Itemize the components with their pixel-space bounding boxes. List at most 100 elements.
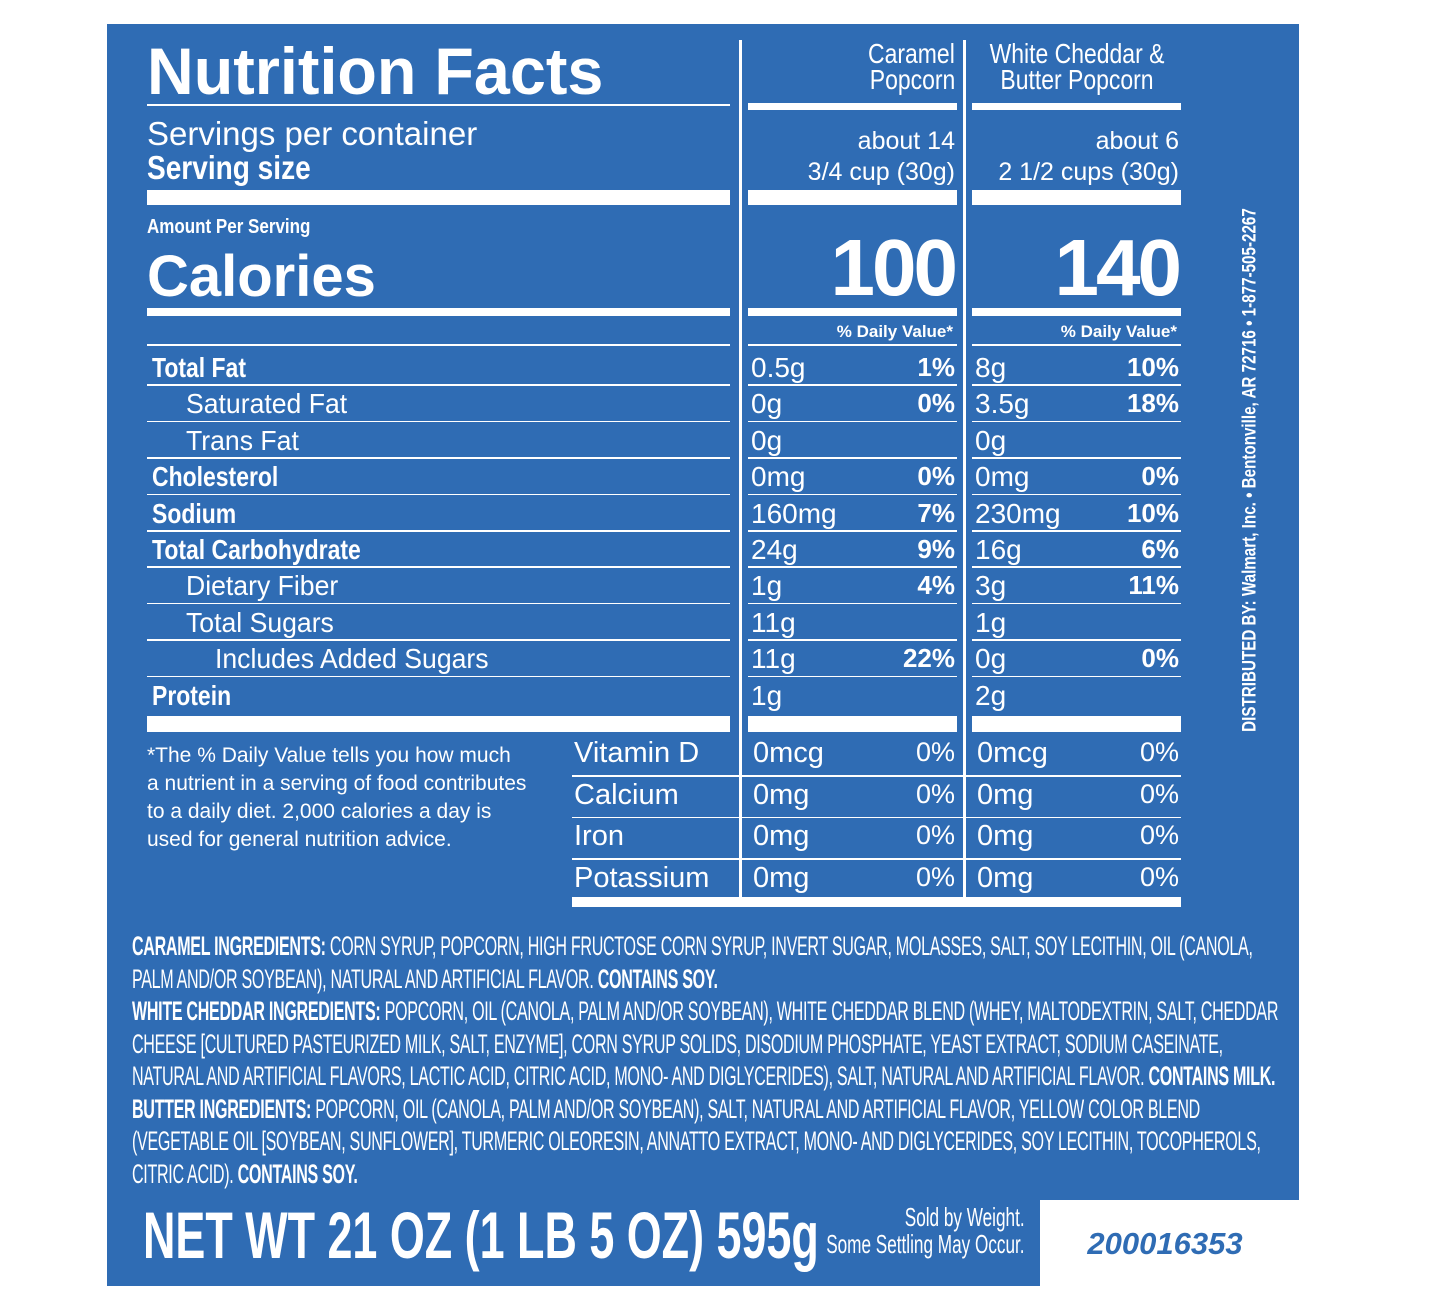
rule: [748, 530, 957, 532]
nutrient-dv: 18%: [1126, 388, 1179, 419]
servings: about 14: [857, 127, 955, 155]
ingredient-contains: CONTAINS SOY.: [237, 1158, 358, 1189]
rule: [972, 716, 1181, 732]
nutrient-label: Total Fat: [152, 352, 246, 383]
nutrient-dv: 1%: [917, 352, 955, 382]
column-header: Caramel: [868, 38, 955, 69]
item-code: 200016353: [1087, 1226, 1243, 1261]
nutrient-amount: 3g: [975, 570, 1007, 602]
rule: [748, 675, 957, 678]
nutrient-label: Protein: [152, 679, 232, 711]
rule: [748, 190, 957, 205]
rule: [748, 716, 957, 732]
nutrient-amount: 1g: [751, 679, 783, 711]
rule: [572, 816, 1181, 818]
vitamin-dv: 0%: [915, 820, 955, 850]
serving-size: 3/4 cup (30g): [807, 158, 955, 186]
rule: [572, 858, 1181, 860]
nutrient-amount: 160mg: [751, 497, 837, 529]
rule: [748, 344, 957, 346]
rule: [972, 384, 1181, 386]
sold-by: Sold by Weight.: [905, 1202, 1025, 1232]
vitamin-label: Iron: [574, 820, 624, 852]
nutrient-amount: 11g: [751, 643, 796, 675]
net-weight: NET WT 21 OZ (1 LB 5 OZ) 595g: [143, 1198, 819, 1272]
rule: [972, 103, 1181, 110]
nutrient-dv: 11%: [1128, 570, 1179, 601]
rule: [147, 602, 730, 605]
vitamin-label: Vitamin D: [574, 737, 700, 769]
nutrient-dv: 0%: [917, 388, 955, 419]
ingredient-paragraph: WHITE CHEDDAR INGREDIENTS: POPCORN, OIL …: [132, 995, 1280, 1093]
nutrient-label: Sodium: [152, 497, 237, 529]
nutrient-label: Dietary Fiber: [186, 570, 339, 602]
nutrient-amount: 1g: [751, 570, 783, 602]
nutrient-label: Saturated Fat: [186, 388, 348, 420]
ingredient-heading: BUTTER INGREDIENTS:: [132, 1093, 312, 1124]
vitamin-label: Calcium: [574, 778, 679, 811]
nutrient-amount: 24g: [751, 534, 798, 565]
nutrient-amount: 2g: [975, 679, 1007, 711]
rule: [748, 602, 957, 605]
rule: [572, 897, 1181, 907]
nutrient-dv: 4%: [917, 570, 955, 601]
nutrient-amount: 1g: [975, 606, 1007, 638]
rule: [147, 639, 730, 641]
nutrient-amount: 230mg: [975, 497, 1061, 529]
rule: [748, 420, 957, 423]
nutrient-amount: 0g: [751, 424, 783, 456]
title: Nutrition Facts: [147, 34, 604, 108]
column-divider: [739, 40, 742, 897]
ingredient-paragraph: CARAMEL INGREDIENTS: CORN SYRUP, POPCORN…: [132, 930, 1280, 995]
ingredient-text: CORN SYRUP, POPCORN, HIGH FRUCTOSE CORN …: [132, 931, 1253, 994]
column-header: White Cheddar &: [989, 38, 1165, 69]
label-panel: [107, 24, 1299, 1286]
rule: [147, 104, 730, 106]
rule: [147, 530, 730, 532]
dv-header: % Daily Value*: [1060, 322, 1177, 341]
dv-header: % Daily Value*: [836, 322, 953, 341]
rule: [748, 103, 957, 110]
calories-label: Calories: [147, 244, 376, 309]
rule: [972, 493, 1181, 496]
nutrient-label: Total Carbohydrate: [152, 534, 361, 565]
serving-size: 2 1/2 cups (30g): [998, 158, 1179, 186]
vitamin-dv: 0%: [1139, 820, 1179, 850]
vitamin-amount: 0mg: [977, 820, 1034, 852]
column-header: Popcorn: [869, 64, 955, 95]
rule: [748, 457, 957, 459]
ingredient-text: POPCORN, OIL (CANOLA, PALM AND/OR SOYBEA…: [132, 996, 1279, 1091]
servings-label: Servings per container: [147, 115, 478, 152]
nutrient-amount: 11g: [751, 606, 796, 638]
nutrient-amount: 3.5g: [975, 388, 1030, 420]
vitamin-dv: 0%: [1139, 778, 1179, 809]
footnote: *The % Daily Value tells you how much a …: [147, 744, 527, 851]
vitamin-amount: 0mg: [977, 778, 1034, 811]
rule: [147, 344, 730, 346]
vitamin-dv: 0%: [1139, 737, 1179, 767]
rule: [147, 493, 730, 496]
nutrient-amount: 0mg: [751, 461, 806, 493]
rule: [147, 420, 730, 423]
nutrient-label: Total Sugars: [186, 606, 334, 638]
rule: [748, 566, 957, 568]
rule: [972, 566, 1181, 568]
rule: [748, 639, 957, 641]
nutrient-dv: 0%: [917, 461, 955, 492]
rule: [748, 384, 957, 386]
vitamin-amount: 0mcg: [977, 737, 1048, 769]
nutrient-amount: 0.5g: [751, 352, 806, 383]
vitamin-amount: 0mcg: [753, 737, 824, 769]
vitamin-amount: 0mg: [977, 861, 1034, 894]
nutrient-amount: 0g: [751, 388, 783, 420]
rule: [748, 308, 957, 316]
rule: [972, 639, 1181, 641]
nutrient-dv: 0%: [1141, 643, 1179, 674]
ingredient-heading: CARAMEL INGREDIENTS:: [132, 931, 326, 961]
rule: [147, 716, 730, 732]
rule: [147, 190, 730, 205]
nutrient-dv: 7%: [917, 497, 955, 528]
nutrient-dv: 9%: [917, 534, 955, 564]
nutrient-dv: 22%: [902, 643, 955, 674]
sold-by: Some Settling May Occur.: [826, 1229, 1025, 1259]
